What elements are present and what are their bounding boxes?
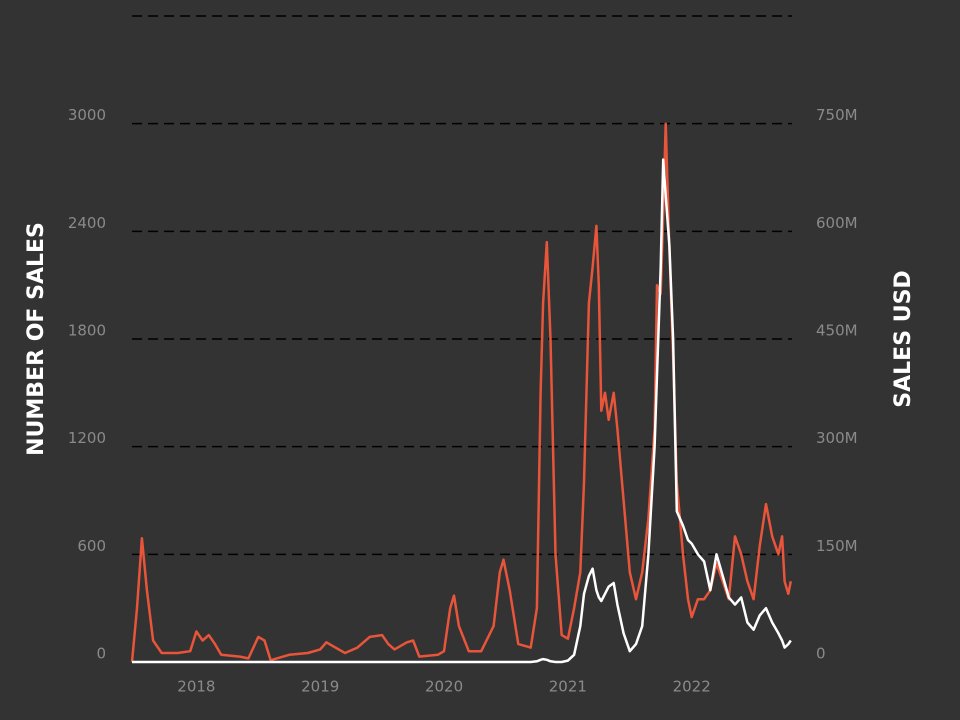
y2-axis-title: SALES USD — [891, 270, 916, 407]
y2-tick-label: 150M — [816, 537, 858, 555]
x-tick-label: 2019 — [301, 678, 339, 696]
x-tick-label: 2020 — [425, 678, 463, 696]
y-tick-label: 1200 — [68, 429, 106, 447]
y2-tick-label: 750M — [816, 106, 858, 124]
y2-tick-label: 0 — [816, 645, 826, 663]
y2-tick-label: 600M — [816, 214, 858, 232]
y2-tick-label: 300M — [816, 429, 858, 447]
y-tick-label: 600 — [77, 537, 106, 555]
y-axis-title: NUMBER OF SALES — [24, 222, 49, 456]
series-line — [132, 158, 792, 664]
x-tick-label: 2018 — [177, 678, 215, 696]
series-line — [130, 122, 793, 663]
y2-tick-label: 450M — [816, 322, 858, 340]
y-tick-label: 0 — [96, 645, 106, 663]
y-tick-label: 2400 — [68, 214, 106, 232]
y-tick-label: 1800 — [68, 322, 106, 340]
y-tick-label: 3000 — [68, 106, 106, 124]
x-tick-label: 2021 — [549, 678, 587, 696]
x-tick-label: 2022 — [673, 678, 711, 696]
